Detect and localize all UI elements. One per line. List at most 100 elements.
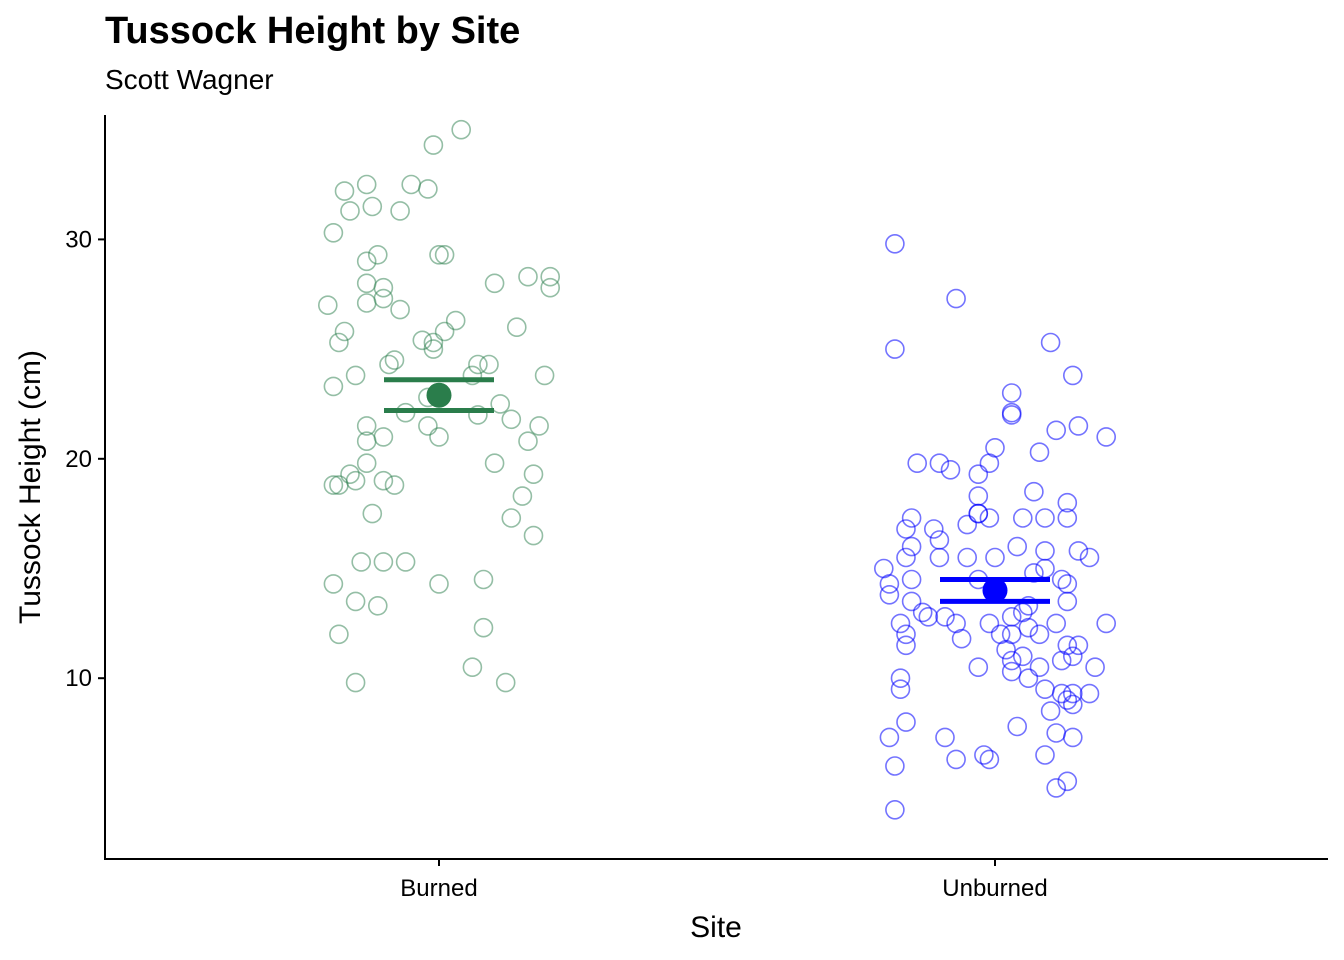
point-unburned [1046,613,1066,634]
point-unburned [990,624,1011,645]
point-burned [484,273,505,294]
point-burned [390,201,410,221]
point-unburned [1007,536,1028,557]
point-unburned [929,530,950,550]
point-unburned [1001,383,1022,403]
point-burned [356,251,377,272]
point-unburned [890,613,911,634]
point-burned [434,245,455,265]
mean-point-burned [426,382,452,408]
point-unburned [1051,569,1072,590]
point-unburned [1063,727,1083,748]
point-burned [362,503,383,524]
point-burned [518,431,538,452]
point-unburned [912,602,933,623]
point-unburned [1035,558,1055,579]
point-unburned [1079,683,1100,704]
point-burned [373,552,394,572]
point-burned [473,569,494,590]
point-unburned [979,749,1000,770]
point-unburned [935,606,955,627]
point-unburned [896,519,916,539]
point-burned [323,574,344,594]
point-unburned [1057,508,1078,528]
point-burned [340,464,360,485]
points-layer [317,119,1116,820]
point-burned [323,223,344,243]
point-unburned [1035,541,1055,561]
point-burned [473,617,494,638]
point-unburned [1035,745,1055,765]
point-unburned [1024,481,1044,502]
point-unburned [1012,646,1033,667]
point-burned [384,350,405,370]
point-burned [384,475,405,495]
x-tick-label-unburned: Unburned [942,875,1047,902]
point-unburned [879,584,900,605]
point-unburned [1018,595,1039,616]
point-burned [418,416,438,436]
point-burned [373,470,394,491]
point-unburned [1001,402,1022,423]
point-unburned [885,756,905,776]
point-unburned [901,591,922,612]
point-unburned [957,547,978,568]
point-unburned [879,574,900,594]
point-burned [334,321,355,342]
point-unburned [979,508,1000,528]
point-unburned [1046,778,1066,798]
point-unburned [1068,635,1089,656]
point-unburned [896,635,916,656]
point-burned [373,427,394,447]
point-unburned [985,547,1005,568]
point-unburned [940,459,961,480]
point-unburned [1029,442,1050,463]
y-axis-title: Tussock Height (cm) [14,350,47,624]
point-unburned [918,606,939,627]
point-unburned [979,613,1000,634]
point-unburned [1063,646,1083,667]
point-unburned [951,628,972,649]
point-burned [540,277,561,298]
point-burned [373,288,394,309]
point-burned [423,339,444,359]
point-unburned [1035,679,1055,700]
point-unburned [1079,547,1100,568]
point-burned [367,245,388,265]
point-unburned [1051,683,1072,704]
point-unburned [879,727,900,748]
point-burned [434,321,455,342]
point-unburned [1068,416,1089,436]
point-burned [356,293,377,313]
point-burned [367,595,388,616]
point-unburned [929,547,950,568]
point-burned [356,416,377,436]
point-unburned [1057,591,1078,612]
point-burned [540,266,561,287]
point-unburned [946,749,966,770]
point-burned [495,672,516,693]
point-burned [462,365,483,386]
point-burned [356,453,377,474]
point-unburned [1040,701,1061,721]
point-unburned [1018,668,1039,689]
point-burned [479,354,499,375]
point-unburned [1001,661,1022,682]
point-burned [362,196,383,217]
mean-point-unburned [982,577,1008,603]
point-unburned [1057,635,1078,656]
point-burned [373,277,394,298]
point-unburned [968,657,989,678]
point-unburned [1040,332,1061,353]
point-burned [379,354,399,375]
point-burned [462,657,483,678]
y-tick-label-20: 20 [65,446,92,473]
point-burned [345,591,366,612]
point-unburned [896,712,916,732]
point-burned [529,416,549,436]
point-unburned [1029,657,1050,678]
point-burned [429,245,449,265]
point-burned [501,508,522,528]
point-burned [395,552,416,572]
